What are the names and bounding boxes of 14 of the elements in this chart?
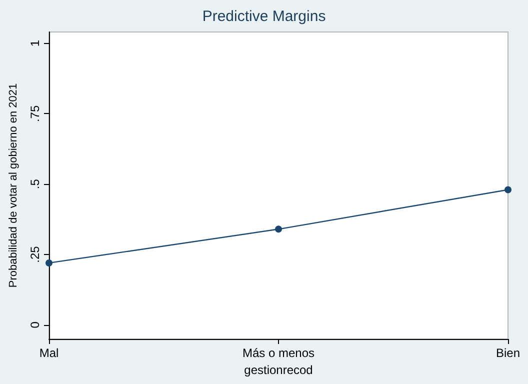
y-axis-title: Probabilidad de votar al gobierno en 2021 (8, 83, 20, 288)
y-tick-label: .25 (28, 246, 42, 263)
y-tick-label: .75 (28, 105, 42, 122)
y-tick-label: 0 (28, 321, 42, 328)
y-tick-label: .5 (28, 178, 42, 190)
x-axis-title: gestionrecod (244, 362, 313, 377)
point (275, 226, 282, 233)
x-tick-label: Bien (496, 346, 520, 360)
x-tick-label: Más o menos (242, 346, 315, 360)
x-tick-label: Mal (39, 346, 59, 360)
chart-title: Predictive Margins (202, 8, 326, 25)
y-tick-label: 1 (28, 40, 42, 47)
point (504, 186, 512, 194)
point (46, 259, 52, 266)
